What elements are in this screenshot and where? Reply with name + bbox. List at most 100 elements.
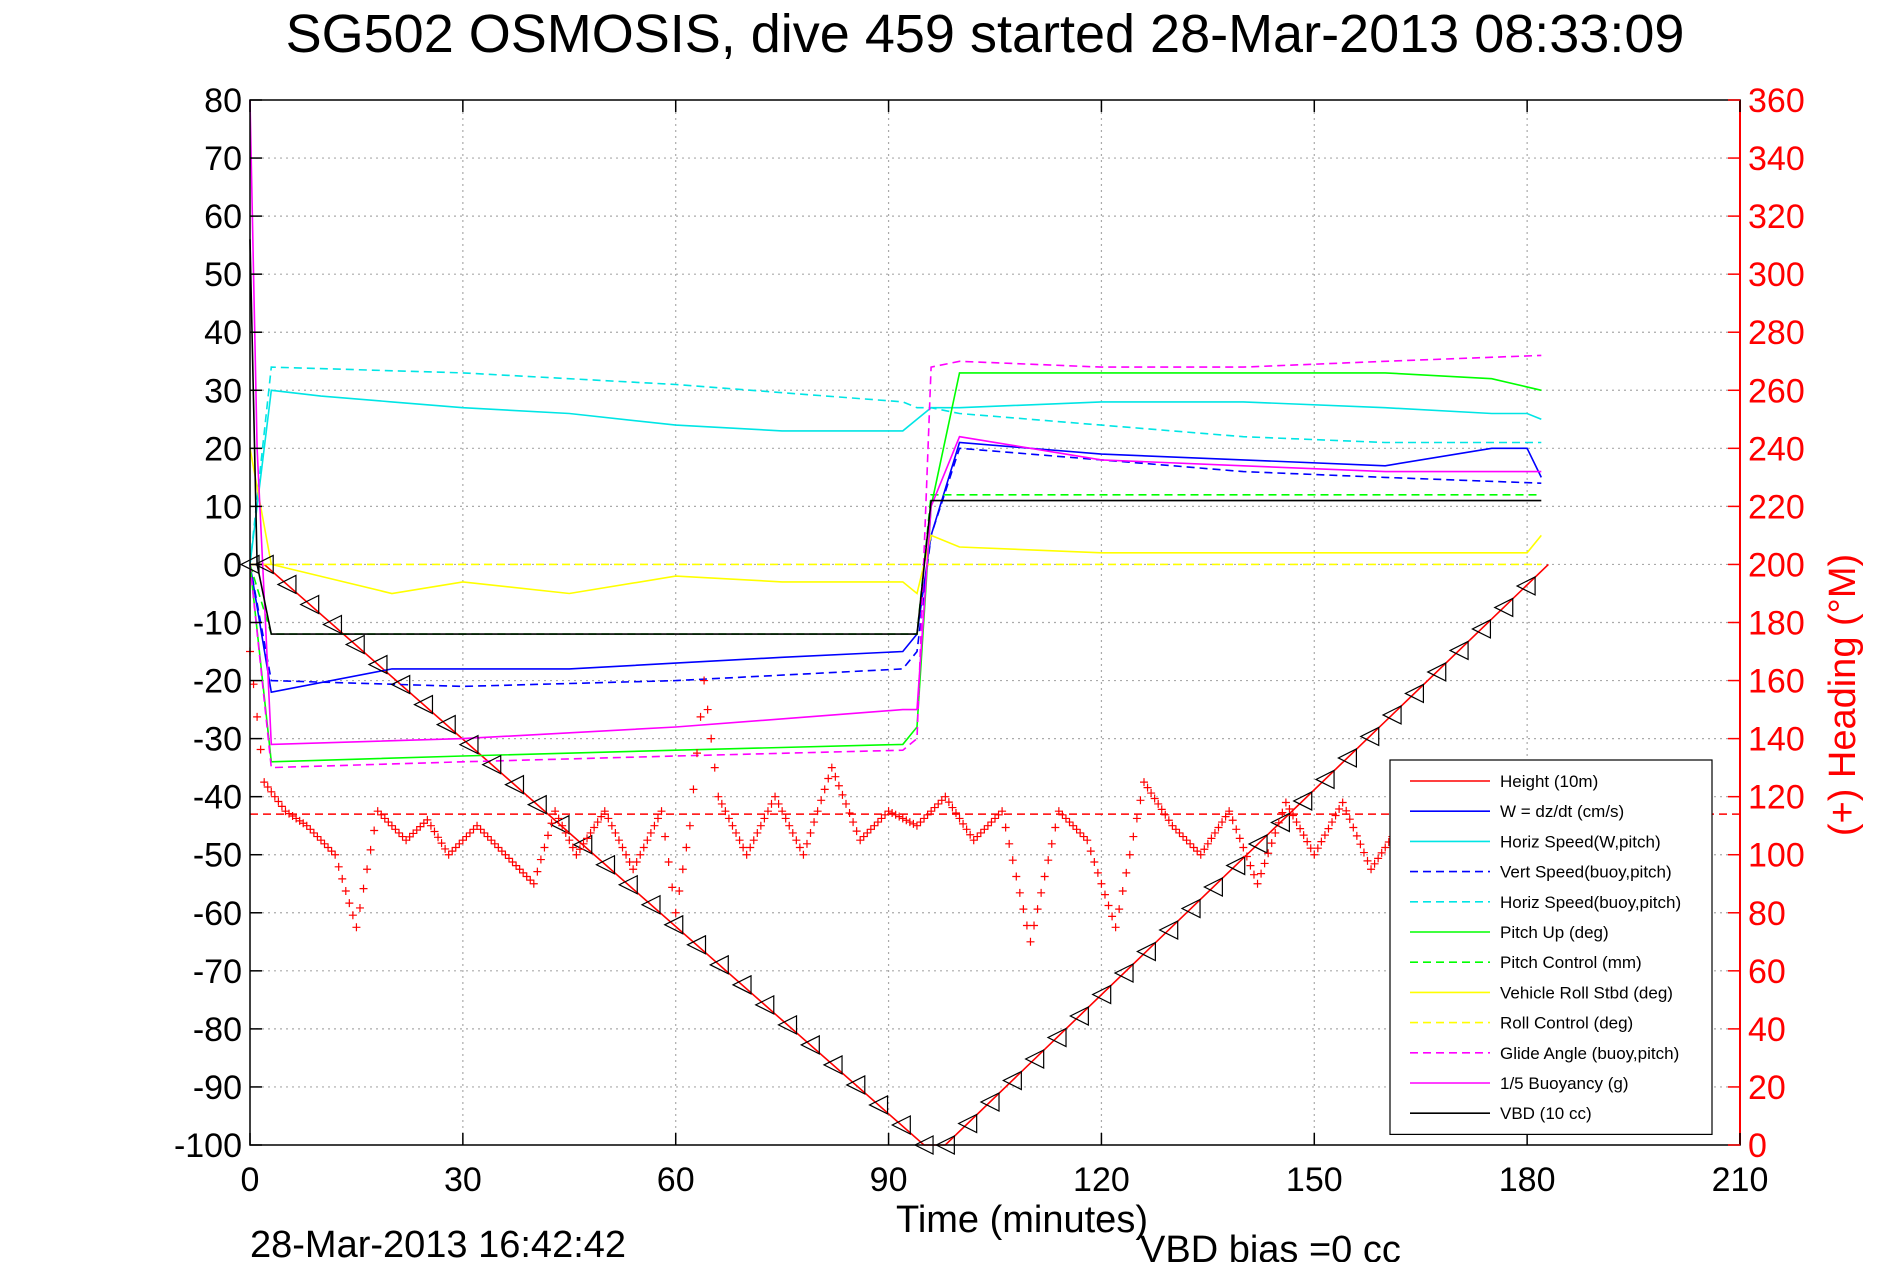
heading-marker xyxy=(732,828,741,837)
footer-timestamp: 28-Mar-2013 16:42:42 xyxy=(250,1224,626,1262)
heading-marker xyxy=(536,855,545,864)
heading-marker xyxy=(1264,849,1273,858)
axes: 0 30 60 90 120 150 180 21080706050403020100-10-… xyxy=(174,82,1805,1199)
heading-marker xyxy=(657,807,666,816)
heading-marker xyxy=(1296,824,1305,833)
heading-marker xyxy=(742,850,751,859)
heading-marker xyxy=(579,839,588,848)
heading-marker xyxy=(1338,798,1347,807)
y-tick-label: 80 xyxy=(204,82,242,120)
heading-marker xyxy=(980,825,989,834)
height-marker xyxy=(367,654,388,675)
heading-marker xyxy=(409,829,418,838)
legend-label: Vert Speed(buoy,pitch) xyxy=(1500,863,1672,882)
heading-marker xyxy=(1228,816,1237,825)
heading-marker xyxy=(966,830,975,839)
height-marker xyxy=(1314,769,1335,790)
heading-marker xyxy=(384,818,393,827)
heading-marker xyxy=(1246,861,1255,870)
heading-marker xyxy=(345,899,354,908)
height-marker xyxy=(435,714,456,735)
heading-marker xyxy=(845,808,854,817)
heading-marker xyxy=(1001,823,1010,832)
heading-marker xyxy=(1171,825,1180,834)
heading-marker xyxy=(1303,837,1312,846)
heading-marker xyxy=(1352,831,1361,840)
heading-marker xyxy=(1115,905,1124,914)
heading-marker xyxy=(1203,839,1212,848)
heading-marker xyxy=(813,807,822,816)
heading-marker xyxy=(1012,872,1021,881)
heading-marker xyxy=(863,828,872,837)
heading-marker xyxy=(366,845,375,854)
heading-marker xyxy=(1037,888,1046,897)
height-marker xyxy=(276,574,297,595)
heading-marker xyxy=(753,828,762,837)
footer-vbd-bias: VBD bias =0 cc xyxy=(1140,1229,1401,1262)
height-marker xyxy=(640,894,661,915)
heading-marker xyxy=(902,816,911,825)
y-tick-label: 0 xyxy=(223,546,242,584)
x-tick-label: 120 xyxy=(1073,1161,1130,1199)
y-tick-label: 70 xyxy=(204,140,242,178)
heading-marker xyxy=(253,712,262,721)
height-marker xyxy=(799,1034,820,1055)
heading-marker xyxy=(778,807,787,816)
height-marker xyxy=(1337,747,1357,768)
heading-marker xyxy=(1090,857,1099,866)
heading-marker xyxy=(561,828,570,837)
height-marker xyxy=(549,814,570,835)
heading-marker xyxy=(331,850,340,859)
heading-marker xyxy=(820,785,829,794)
heading-marker xyxy=(398,832,407,841)
heading-marker xyxy=(419,819,428,828)
heading-marker xyxy=(643,836,652,845)
heading-marker xyxy=(1019,905,1028,914)
heading-marker xyxy=(256,745,265,754)
heading-marker xyxy=(263,782,272,791)
heading-marker xyxy=(866,825,875,834)
heading-marker xyxy=(416,822,425,831)
heading-marker xyxy=(270,792,279,801)
heading-marker xyxy=(267,787,276,796)
right-y-tick-label: 120 xyxy=(1748,779,1805,817)
heading-marker xyxy=(412,826,421,835)
heading-marker xyxy=(1047,839,1056,848)
heading-markers xyxy=(246,647,1549,946)
heading-marker xyxy=(650,821,659,830)
heading-marker xyxy=(1118,887,1127,896)
right-y-tick-label: 320 xyxy=(1748,198,1805,236)
heading-marker xyxy=(625,857,634,866)
heading-marker xyxy=(451,843,460,852)
heading-marker xyxy=(522,872,531,881)
height-marker xyxy=(708,954,729,975)
heading-marker xyxy=(1267,839,1276,848)
heading-marker xyxy=(544,831,552,840)
legend-box xyxy=(1389,759,1713,1135)
heading-marker xyxy=(1058,810,1067,819)
heading-marker xyxy=(387,821,396,830)
heading-marker xyxy=(1186,839,1195,848)
heading-marker xyxy=(473,821,482,830)
heading-marker xyxy=(437,839,446,848)
heading-marker xyxy=(898,814,907,823)
heading-marker xyxy=(689,785,698,794)
x-tick-label: 180 xyxy=(1499,1161,1556,1199)
y-tick-label: 20 xyxy=(204,430,242,468)
heading-marker xyxy=(338,874,347,883)
height-marker xyxy=(504,774,525,795)
heading-marker xyxy=(1324,824,1333,833)
heading-marker xyxy=(423,815,432,824)
heading-marker xyxy=(519,868,528,877)
heading-marker xyxy=(632,857,641,866)
heading-marker xyxy=(721,807,730,816)
heading-marker xyxy=(927,807,936,816)
heading-marker xyxy=(480,828,489,837)
heading-marker xyxy=(785,821,794,830)
heading-marker xyxy=(1044,856,1053,865)
height-marker xyxy=(1292,790,1313,811)
heading-marker xyxy=(1363,856,1372,865)
heading-marker xyxy=(1335,805,1344,814)
heading-marker xyxy=(1015,888,1024,897)
heading-marker xyxy=(1129,832,1138,841)
